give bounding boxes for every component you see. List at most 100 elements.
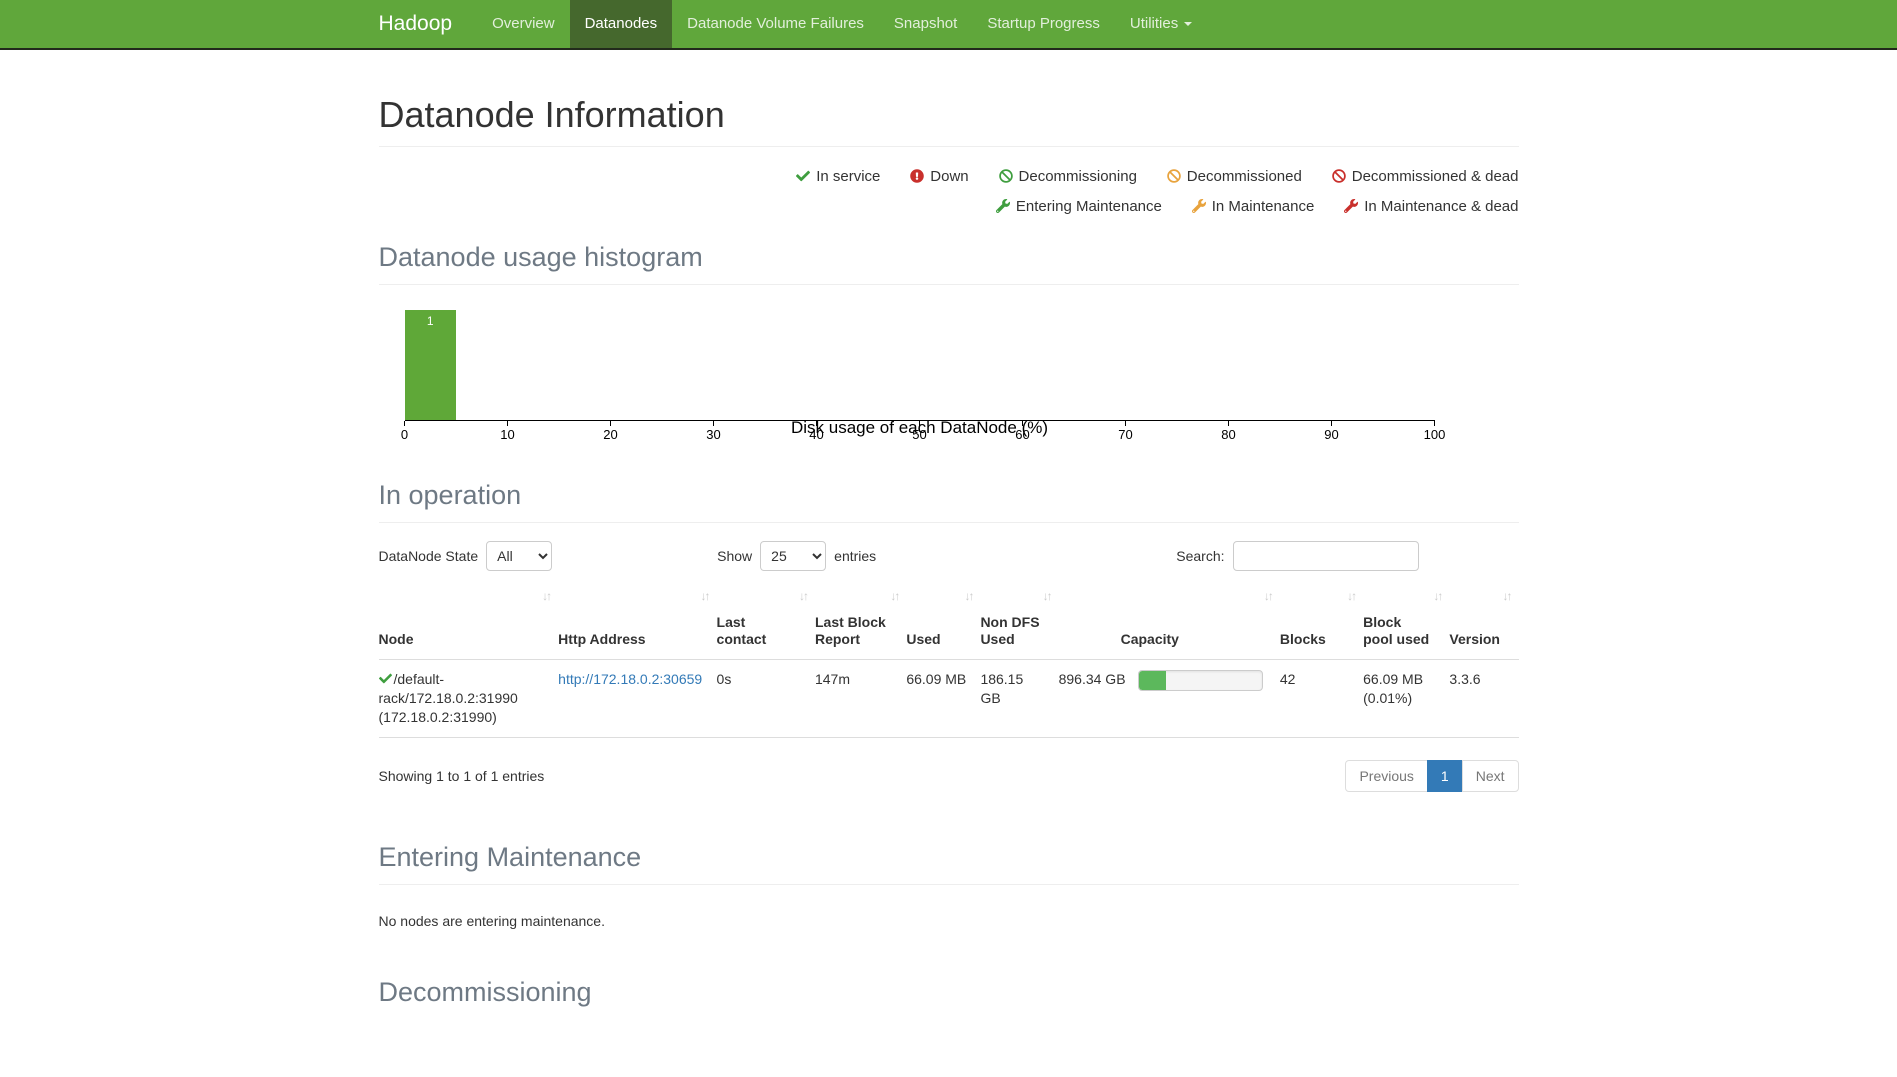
col-header-blocks[interactable]: ↓↑ Blocks bbox=[1279, 585, 1364, 660]
x-tick: 10 bbox=[478, 421, 538, 442]
check-icon bbox=[378, 673, 392, 684]
datanode-state-select[interactable]: All bbox=[486, 541, 553, 572]
legend-entering-maintenance: Entering Maintenance bbox=[995, 198, 1162, 216]
sort-icon[interactable]: ↓↑ bbox=[1042, 589, 1053, 604]
nav-utilities-dropdown[interactable]: Utilities bbox=[1115, 0, 1207, 48]
col-header-used[interactable]: ↓↑ Used bbox=[906, 585, 981, 660]
pagination-previous[interactable]: Previous bbox=[1345, 759, 1428, 792]
search-input[interactable] bbox=[1232, 541, 1419, 572]
x-axis-title: Disk usage of each DataNode (%) bbox=[790, 418, 1049, 438]
main-nav: Overview Datanodes Datanode Volume Failu… bbox=[477, 0, 1207, 48]
legend-label: Entering Maintenance bbox=[1015, 198, 1162, 216]
nav-overview[interactable]: Overview bbox=[492, 15, 555, 32]
x-tick: 30 bbox=[684, 421, 744, 442]
x-tick: 100 bbox=[1405, 421, 1465, 442]
legend-in-maintenance: In Maintenance bbox=[1191, 198, 1315, 216]
sort-icon[interactable]: ↓↑ bbox=[964, 589, 974, 604]
sort-icon[interactable]: ↓↑ bbox=[1502, 589, 1513, 604]
legend-label: In Maintenance bbox=[1211, 198, 1315, 216]
x-tick: 40 bbox=[787, 421, 847, 442]
ban-circle-icon bbox=[998, 169, 1013, 184]
pagination: Previous 1 Next bbox=[1345, 759, 1519, 792]
sort-icon[interactable]: ↓↑ bbox=[1347, 589, 1357, 604]
col-header-http-address[interactable]: ↓↑ Http Address bbox=[558, 585, 717, 660]
show-entries-label: Show bbox=[717, 548, 753, 565]
cell-block-pool-used: 66.09 MB (0.01%) bbox=[1363, 659, 1450, 738]
nav-utilities-label: Utilities bbox=[1129, 15, 1179, 32]
datanode-state-label: DataNode State bbox=[378, 548, 479, 565]
legend-in-service: In service bbox=[796, 168, 880, 185]
legend-decommissioned-dead: Decommissioned & dead bbox=[1331, 168, 1519, 186]
nav-snapshot[interactable]: Snapshot bbox=[893, 15, 958, 32]
x-tick: 70 bbox=[1096, 421, 1156, 442]
sort-icon[interactable]: ↓↑ bbox=[1263, 589, 1274, 604]
cell-capacity: 896.34 GB bbox=[1058, 659, 1280, 738]
x-axis bbox=[404, 420, 1435, 422]
page-length-select[interactable]: 25 bbox=[760, 541, 827, 572]
sort-icon[interactable]: ↓↑ bbox=[542, 589, 552, 604]
col-header-capacity[interactable]: ↓↑ Capacity bbox=[1058, 585, 1280, 660]
divider bbox=[378, 522, 1519, 524]
entries-label: entries bbox=[834, 548, 877, 565]
wrench-icon bbox=[1191, 199, 1206, 214]
ban-circle-icon bbox=[1167, 169, 1181, 184]
col-header-last-block-report[interactable]: ↓↑ Last Block Report bbox=[814, 585, 907, 660]
ban-circle-icon bbox=[1331, 169, 1346, 184]
col-header-block-pool-used[interactable]: ↓↑ Block pool used bbox=[1363, 585, 1450, 660]
cell-last-block-report: 147m bbox=[814, 659, 907, 738]
col-header-non-dfs-used[interactable]: ↓↑ Non DFS Used bbox=[980, 585, 1059, 660]
cell-used: 66.09 MB bbox=[906, 659, 981, 738]
col-header-last-contact[interactable]: ↓↑ Last contact bbox=[716, 585, 815, 660]
http-address-link[interactable]: http://172.18.0.2:30659 bbox=[558, 670, 703, 687]
col-header-version[interactable]: ↓↑ Version bbox=[1449, 585, 1519, 660]
capacity-value: 896.34 GB bbox=[1058, 670, 1126, 687]
cell-http-address: http://172.18.0.2:30659 bbox=[558, 659, 717, 738]
decommissioning-section-title: Decommissioning bbox=[378, 976, 592, 1007]
divider bbox=[378, 146, 1519, 148]
status-legend: In service Down Decommissioning Decommis… bbox=[379, 165, 1519, 218]
exclamation-circle-icon bbox=[910, 169, 925, 184]
x-tick: 90 bbox=[1302, 421, 1362, 442]
navbar: Hadoop Overview Datanodes Datanode Volum… bbox=[0, 0, 1897, 50]
brand-hadoop[interactable]: Hadoop bbox=[378, 12, 453, 35]
pagination-page-1[interactable]: 1 bbox=[1426, 759, 1463, 792]
capacity-bar-fill bbox=[1138, 670, 1166, 690]
x-tick: 20 bbox=[581, 421, 641, 442]
table-row: /default-rack/172.18.0.2:31990 (172.18.0… bbox=[378, 659, 1519, 738]
histogram-bar: 1 bbox=[404, 310, 456, 421]
legend-label: Down bbox=[930, 168, 969, 186]
legend-label: In service bbox=[816, 168, 881, 186]
check-icon bbox=[796, 171, 811, 182]
sort-icon[interactable]: ↓↑ bbox=[798, 589, 809, 604]
legend-label: In Maintenance & dead bbox=[1364, 198, 1519, 216]
legend-label: Decommissioned & dead bbox=[1351, 168, 1519, 186]
sort-icon[interactable]: ↓↑ bbox=[700, 589, 711, 604]
col-header-node[interactable]: ↓↑ Node bbox=[378, 585, 559, 660]
x-tick: 0 bbox=[375, 421, 435, 442]
sort-icon[interactable]: ↓↑ bbox=[1433, 589, 1443, 604]
in-operation-section-title: In operation bbox=[378, 480, 522, 511]
cell-node: /default-rack/172.18.0.2:31990 (172.18.0… bbox=[378, 659, 559, 738]
legend-label: Decommissioning bbox=[1018, 168, 1137, 186]
nav-startup-progress[interactable]: Startup Progress bbox=[987, 15, 1100, 32]
entering-maintenance-empty-note: No nodes are entering maintenance. bbox=[378, 912, 605, 929]
capacity-bar bbox=[1137, 669, 1263, 691]
sort-icon[interactable]: ↓↑ bbox=[890, 589, 900, 604]
histogram-section-title: Datanode usage histogram bbox=[378, 242, 703, 273]
divider bbox=[378, 284, 1519, 286]
x-tick: 50 bbox=[890, 421, 950, 442]
pagination-next[interactable]: Next bbox=[1461, 759, 1519, 792]
cell-version: 3.3.6 bbox=[1449, 659, 1519, 738]
legend-label: Decommissioned bbox=[1186, 168, 1302, 186]
cell-last-contact: 0s bbox=[716, 659, 815, 738]
entering-maintenance-section-title: Entering Maintenance bbox=[378, 841, 642, 872]
nav-datanode-volume-failures[interactable]: Datanode Volume Failures bbox=[687, 15, 864, 32]
x-tick: 80 bbox=[1199, 421, 1259, 442]
table-summary: Showing 1 to 1 of 1 entries bbox=[378, 767, 545, 784]
legend-decommissioned: Decommissioned bbox=[1167, 168, 1302, 185]
caret-down-icon bbox=[1184, 22, 1193, 27]
cell-non-dfs-used: 186.15 GB bbox=[980, 659, 1059, 738]
legend-down: Down bbox=[910, 168, 969, 186]
nav-datanodes[interactable]: Datanodes bbox=[569, 0, 673, 48]
